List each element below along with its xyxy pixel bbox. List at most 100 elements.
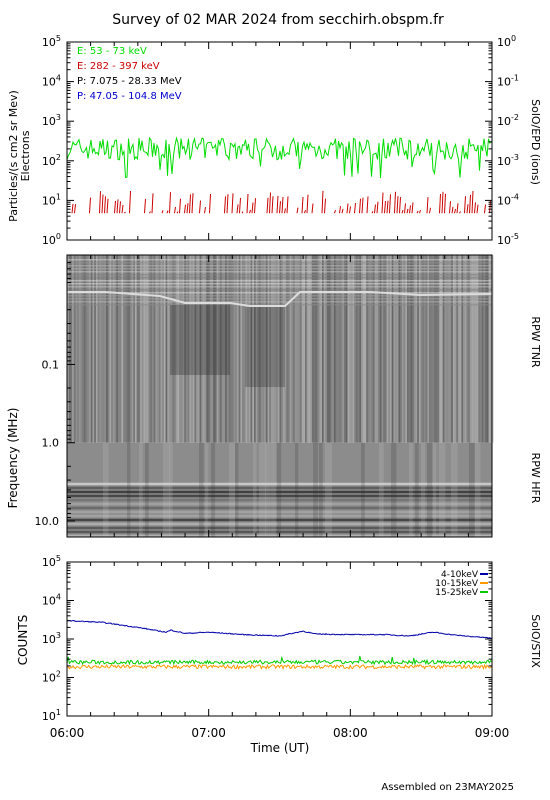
tnr-column (75, 255, 78, 443)
tnr-column (325, 255, 328, 443)
tnr-column (298, 255, 300, 443)
tnr-column (191, 255, 193, 443)
hfr-band (67, 482, 492, 486)
tnr-column (162, 255, 164, 443)
tnr-column (235, 255, 237, 443)
tnr-column (447, 255, 450, 443)
tnr-column (148, 255, 151, 443)
tnr-column (206, 255, 209, 443)
tnr-column (400, 255, 402, 443)
tnr-row (67, 301, 492, 303)
tnr-column (316, 255, 319, 443)
hfr-column (211, 442, 216, 537)
tnr-column (289, 255, 292, 443)
epd-label: SolO/EPD (ions) (529, 99, 542, 185)
epd-ytick-label: 10-2 (497, 113, 519, 128)
hfr-band (67, 518, 492, 522)
tnr-column (320, 255, 322, 443)
tnr-column (107, 255, 110, 443)
tnr-column (146, 255, 149, 443)
tnr-column (306, 255, 309, 443)
tnr-column (282, 255, 285, 443)
tnr-column (379, 255, 382, 443)
tnr-column (189, 255, 192, 443)
tnr-column (165, 255, 168, 443)
xray-xtick-label: 06:00 (50, 726, 85, 740)
tnr-column (167, 255, 169, 443)
tnr-column (313, 255, 316, 443)
tnr-column (140, 255, 142, 443)
tnr-column (112, 255, 115, 443)
tnr-column (138, 255, 141, 443)
tnr-column (485, 255, 487, 443)
hfr-column (199, 442, 204, 537)
series-electrons-53-73 (67, 136, 492, 179)
hfr-band (67, 490, 492, 494)
particles-ylabel-electrons: Electrons (19, 130, 32, 181)
series-10-15kev (67, 663, 492, 671)
tnr-column (135, 255, 137, 443)
tnr-column (73, 255, 76, 443)
hfr-band (67, 506, 492, 510)
tnr-column (252, 255, 254, 443)
tnr-column (473, 255, 475, 443)
tnr-column (233, 255, 236, 443)
hfr-column (163, 442, 170, 537)
tnr-column (488, 255, 491, 443)
tnr-column (435, 255, 438, 443)
tnr-column (177, 255, 180, 443)
tnr-column (344, 255, 346, 443)
tnr-column (265, 255, 268, 443)
tnr-column (303, 255, 305, 443)
tnr-column (214, 255, 217, 443)
tnr-column (209, 255, 212, 443)
hfr-band (67, 514, 492, 518)
tnr-column (327, 255, 329, 443)
tnr-column (478, 255, 481, 443)
tnr-column (452, 255, 455, 443)
tnr-column (281, 255, 283, 443)
tnr-column (77, 255, 79, 443)
tnr-column (78, 255, 81, 443)
tnr-column (359, 255, 362, 443)
tnr-column (155, 255, 158, 443)
xray-ylabel: COUNTS (16, 615, 30, 666)
hfr-column (139, 442, 143, 537)
tnr-column (476, 255, 479, 443)
tnr-column (194, 255, 197, 443)
tnr-column (415, 255, 418, 443)
tnr-column (342, 255, 345, 443)
tnr-column (228, 255, 231, 443)
tnr-column (378, 255, 380, 443)
tnr-column (288, 255, 290, 443)
assembled-footer: Assembled on 23MAY2025 (381, 782, 514, 793)
tnr-column (434, 255, 436, 443)
tnr-column (383, 255, 385, 443)
tnr-column (364, 255, 367, 443)
tnr-column (388, 255, 390, 443)
hfr-column (451, 442, 458, 537)
tnr-column (92, 255, 95, 443)
tnr-column (337, 255, 339, 443)
tnr-column (384, 255, 387, 443)
tnr-column (276, 255, 278, 443)
hfr-band (67, 522, 492, 526)
tnr-column (459, 255, 462, 443)
hfr-column (169, 442, 173, 537)
hfr-band (67, 494, 492, 498)
tnr-label: RPW TNR (529, 316, 542, 368)
particles-panel: 100 101 102 103 104 105 10-5 10-4 10-3 10-2 10-1 10… (7, 34, 542, 247)
tnr-row (67, 292, 492, 294)
tnr-column (128, 255, 130, 443)
tnr-column (418, 255, 421, 443)
tnr-column (106, 255, 108, 443)
tnr-column (131, 255, 134, 443)
tnr-column (277, 255, 280, 443)
tnr-row (67, 265, 492, 267)
hfr-column (271, 442, 276, 537)
tnr-column (318, 255, 321, 443)
tnr-column (72, 255, 74, 443)
hfr-band (67, 502, 492, 506)
tnr-column (439, 255, 441, 443)
